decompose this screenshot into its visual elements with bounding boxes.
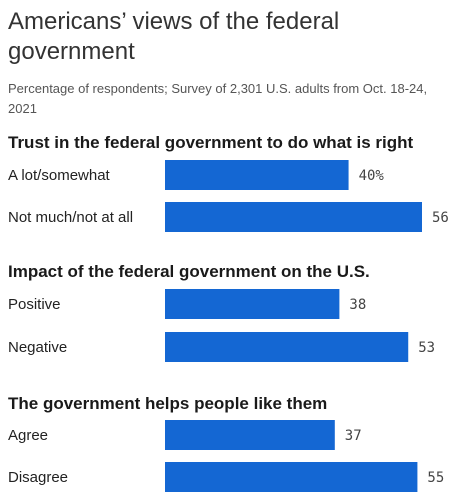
value-label: 56: [432, 210, 449, 226]
bar: [165, 160, 349, 190]
category-label: Not much/not at all: [8, 209, 133, 226]
group-title-2: Impact of the federal government on the …: [8, 262, 370, 281]
value-label: 37: [345, 428, 362, 444]
category-label: Disagree: [8, 469, 68, 486]
bar: [165, 420, 335, 450]
value-label: 55: [427, 470, 444, 486]
category-label: Positive: [8, 296, 61, 313]
chart-title: Americans’ views of the federal governme…: [8, 8, 340, 65]
bar: [165, 202, 422, 232]
group-title-3: The government helps people like them: [8, 394, 327, 413]
value-label: 38: [349, 297, 366, 313]
category-label: A lot/somewhat: [8, 167, 111, 184]
bar: [165, 289, 340, 319]
category-label: Negative: [8, 339, 67, 356]
chart-subtitle: Percentage of respondents; Survey of 2,3…: [8, 81, 428, 116]
category-label: Agree: [8, 427, 48, 444]
bar: [165, 462, 418, 492]
value-label: 40%: [359, 168, 385, 184]
value-label: 53: [418, 340, 435, 356]
group-title-1: Trust in the federal government to do wh…: [8, 133, 414, 152]
bar: [165, 332, 409, 362]
